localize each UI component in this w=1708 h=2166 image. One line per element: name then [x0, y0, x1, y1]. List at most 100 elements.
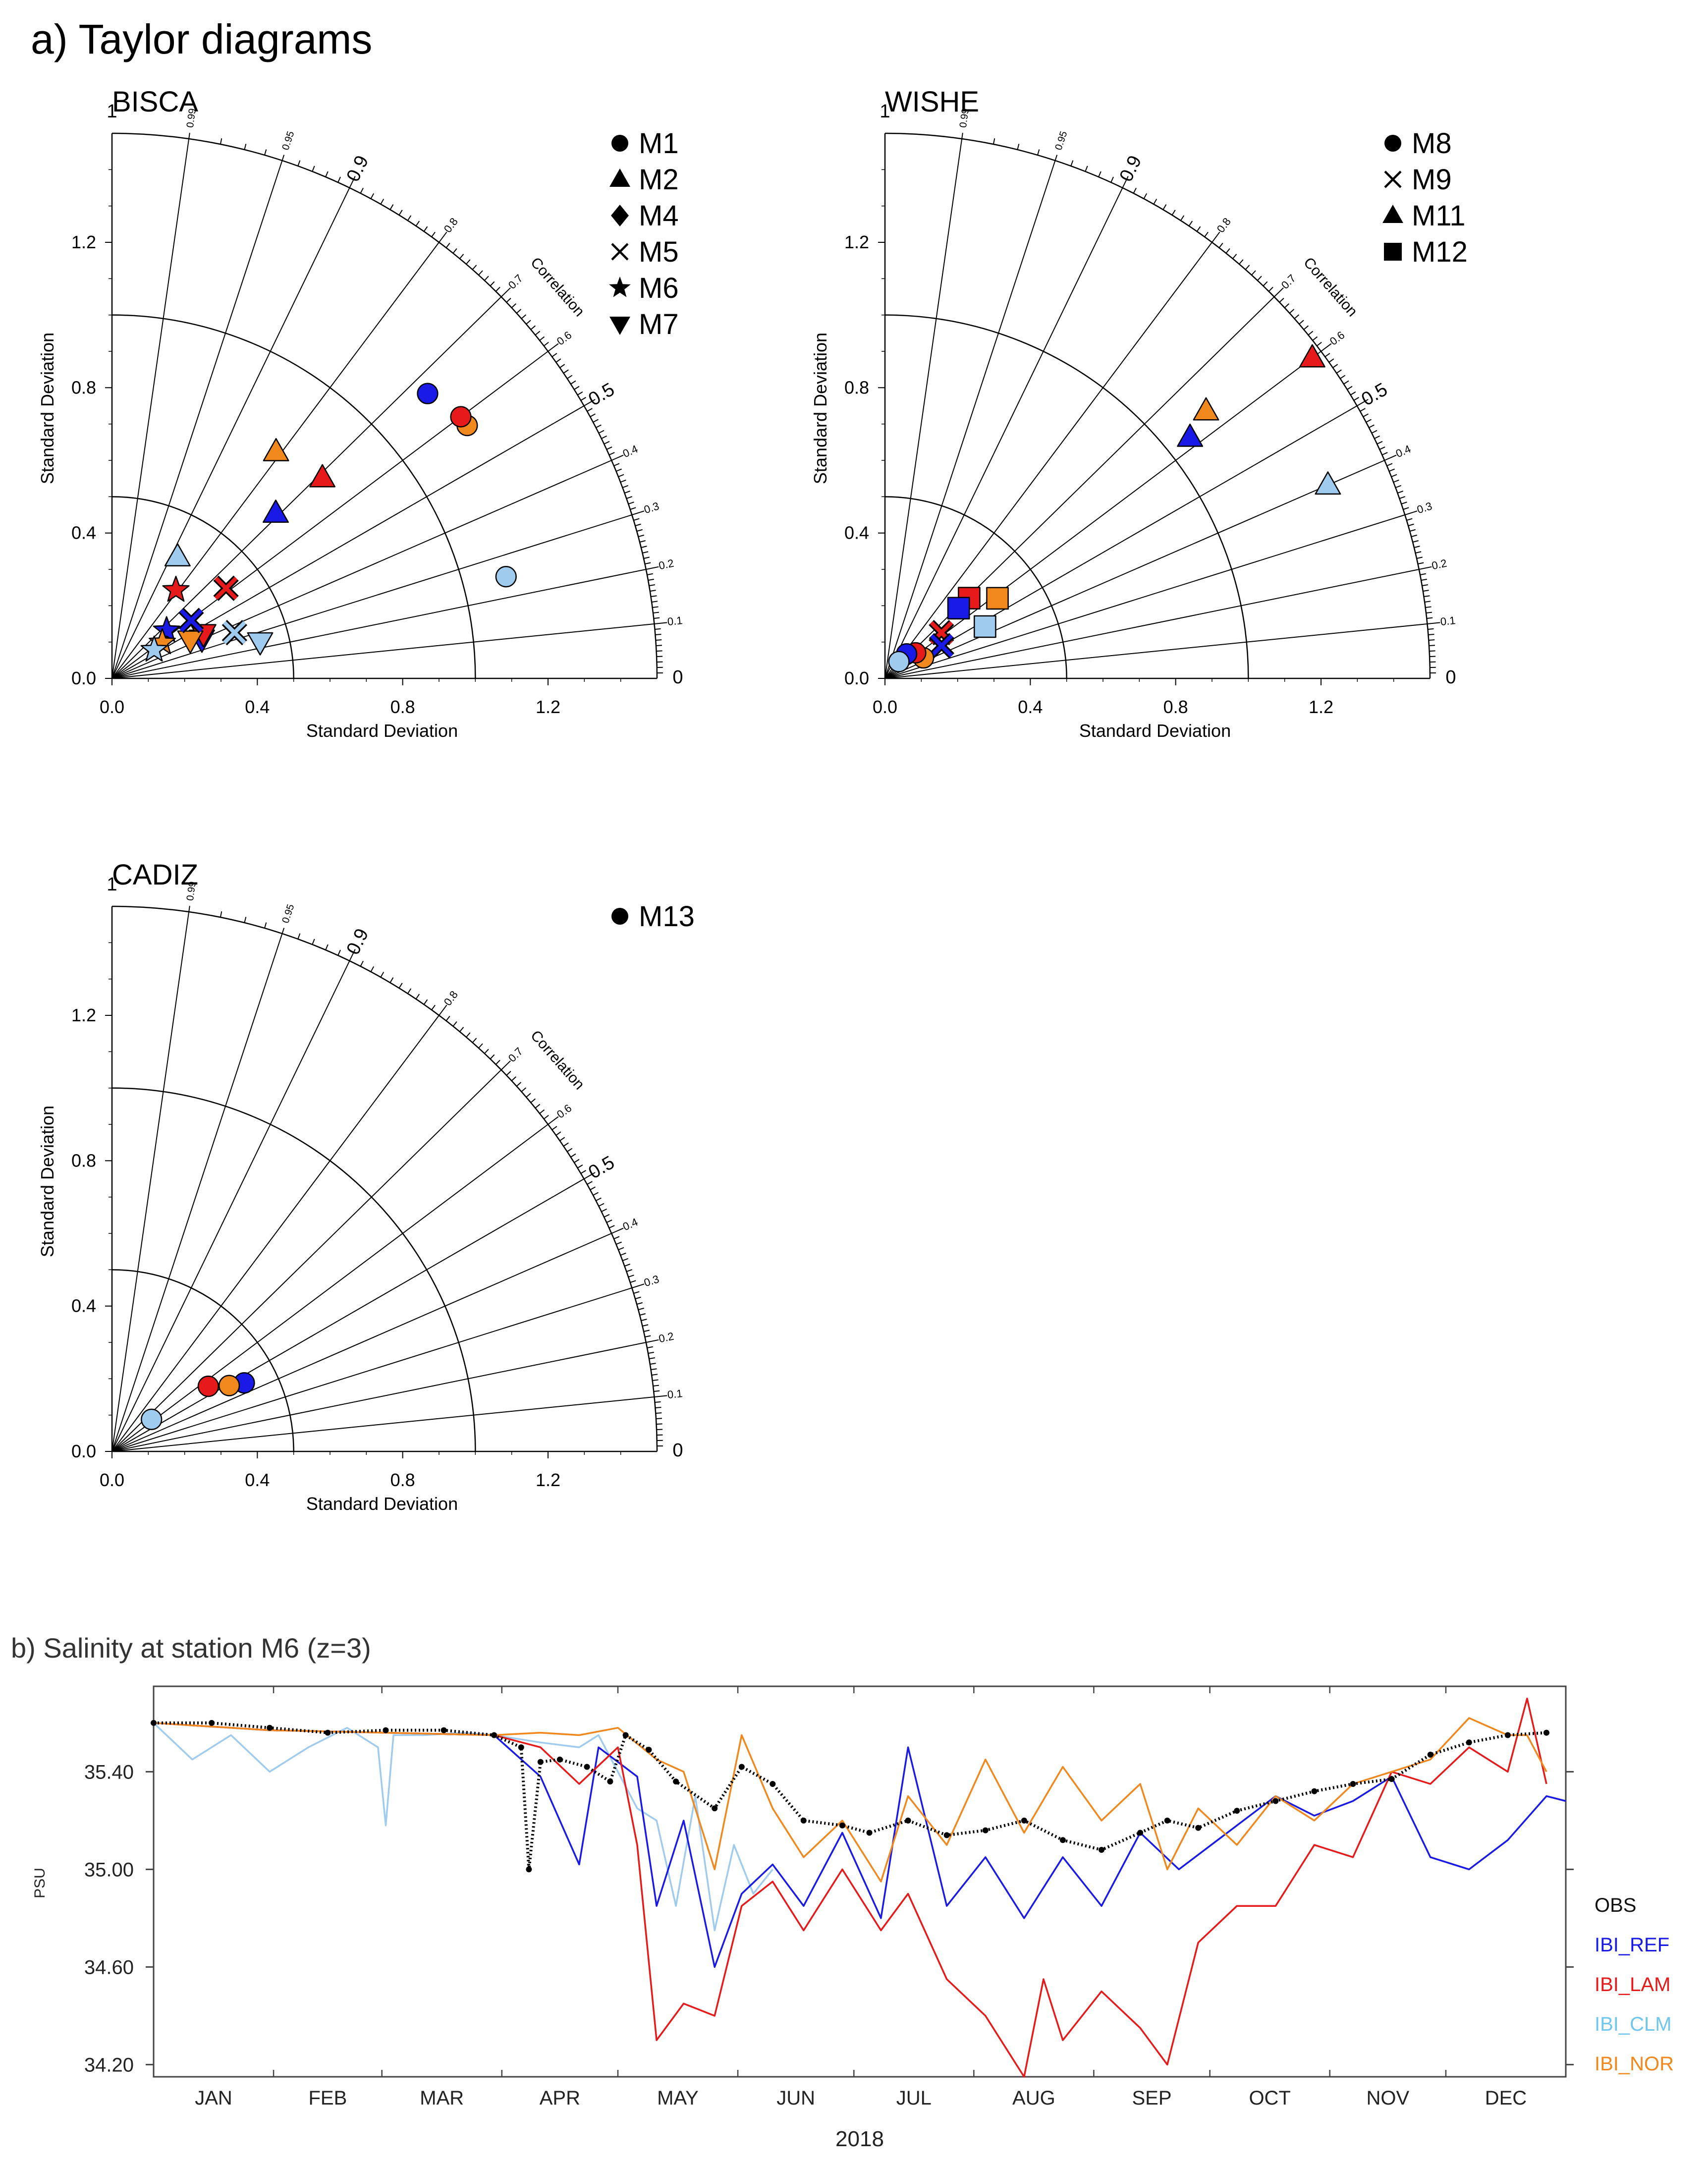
corr-tick — [563, 1142, 569, 1147]
corr-tick — [1232, 254, 1237, 259]
corr-tick — [506, 1070, 511, 1076]
corr-tick — [656, 645, 662, 646]
corr-tick — [445, 1015, 450, 1021]
corr-tick — [626, 1269, 633, 1272]
corr-tick — [548, 343, 559, 352]
corr-tick — [511, 1076, 517, 1081]
corr-tick — [651, 595, 657, 597]
corr-tick — [655, 1407, 661, 1408]
y-tick-label: 1.2 — [844, 232, 869, 252]
corr-tick — [618, 474, 624, 477]
corr-tick — [431, 1004, 436, 1010]
corr-tick — [1153, 199, 1157, 205]
ts-month-label: SEP — [1132, 2087, 1171, 2109]
corr-ray — [884, 405, 1358, 679]
x-tick-label: 1.2 — [536, 697, 560, 717]
point-m12-ibi_nor — [986, 587, 1009, 610]
corr-ray — [111, 623, 655, 679]
ts-legend-ibi_lam: IBI_LAM — [1595, 1974, 1670, 1996]
corr-tick — [632, 1283, 645, 1288]
legend-marker-m8 — [1384, 135, 1401, 152]
corr-tick — [633, 1291, 640, 1294]
corr-label: 0 — [1445, 667, 1456, 688]
corr-tick — [638, 534, 645, 537]
corr-tick — [1218, 242, 1223, 248]
corr-tick — [1343, 380, 1349, 385]
corr-label: 0.99 — [185, 108, 198, 128]
corr-tick — [622, 485, 629, 488]
corr-tick — [1257, 276, 1262, 281]
corr-label: 0.1 — [667, 1387, 683, 1401]
ts-y-label: PSU — [32, 1868, 48, 1898]
corr-tick — [1294, 314, 1300, 319]
corr-tick — [535, 331, 541, 335]
ts-month-label: JUN — [776, 2087, 815, 2109]
point-m6-ibi_ref — [153, 616, 180, 642]
x-axis-label: Standard Deviation — [1079, 721, 1231, 741]
corr-tick — [1303, 325, 1309, 330]
corr-ray — [111, 1342, 646, 1452]
corr-tick — [1212, 231, 1220, 243]
point-m5-ibi_clm — [221, 619, 247, 646]
corr-tick — [647, 1346, 653, 1348]
x-tick-label: 0.0 — [100, 697, 124, 717]
corr-tick — [1412, 540, 1419, 543]
point-m11-ibi_ref — [1177, 423, 1204, 447]
corr-ray — [884, 160, 1056, 679]
corr-tick — [1381, 452, 1388, 455]
corr-tick — [511, 303, 517, 308]
y-tick-label: 0.0 — [844, 668, 869, 688]
x-tick-label: 0.4 — [1018, 697, 1043, 717]
corr-tick — [1408, 523, 1414, 526]
corr-tick — [613, 1236, 620, 1239]
corr-tick — [649, 1357, 655, 1359]
ts-obs-point — [1137, 1830, 1144, 1836]
corr-tick — [645, 1335, 651, 1337]
corr-tick — [608, 1225, 615, 1228]
corr-tick — [521, 314, 527, 319]
corr-tick — [577, 391, 583, 395]
point-m11-ibi_clm — [1315, 471, 1341, 495]
corr-tick — [1403, 507, 1409, 510]
corr-label: 1 — [107, 874, 117, 895]
corr-tick — [452, 248, 457, 254]
corr-label: 0.8 — [441, 989, 460, 1008]
corr-tick — [1289, 309, 1295, 314]
corr-tick — [570, 1153, 576, 1158]
corr-ray — [111, 187, 350, 679]
corr-tick — [1299, 320, 1304, 325]
corr-tick — [1374, 435, 1380, 439]
corr-label: 0 — [672, 667, 683, 688]
corr-tick — [1397, 490, 1404, 494]
point-m5-ibi_lam — [213, 575, 239, 601]
ts-frame — [153, 1685, 1567, 2078]
point-m2-ibi_nor — [263, 438, 289, 461]
corr-tick — [632, 510, 645, 515]
corr-label: 0.9 — [1116, 152, 1146, 185]
corr-tick — [1363, 413, 1369, 417]
legend-marker-m11 — [1382, 205, 1403, 223]
corr-tick — [1393, 479, 1399, 483]
x-tick-label: 0.8 — [1163, 697, 1188, 717]
corr-tick — [244, 144, 247, 150]
corr-tick — [559, 1137, 565, 1141]
corr-tick — [521, 1087, 527, 1092]
corr-ray — [111, 1233, 612, 1452]
corr-label: 0.4 — [621, 1216, 640, 1233]
ts-obs-line — [154, 1721, 1547, 1870]
corr-tick — [641, 546, 647, 548]
corr-ray — [111, 296, 502, 679]
corr-tick — [1423, 590, 1429, 592]
corr-tick — [297, 933, 301, 940]
corr-label: 1 — [107, 101, 117, 122]
correlation-axis-label: Correlation — [527, 1027, 588, 1093]
corr-tick — [1171, 210, 1176, 216]
y-tick-label: 0.4 — [71, 1296, 96, 1316]
corr-tick — [407, 215, 412, 221]
corr-tick — [398, 210, 403, 216]
corr-tick — [1332, 364, 1338, 368]
corr-tick — [312, 939, 315, 945]
point-m13-ibi_lam — [197, 1375, 220, 1397]
corr-tick — [1389, 468, 1395, 472]
y-tick-label: 0.0 — [71, 668, 96, 688]
